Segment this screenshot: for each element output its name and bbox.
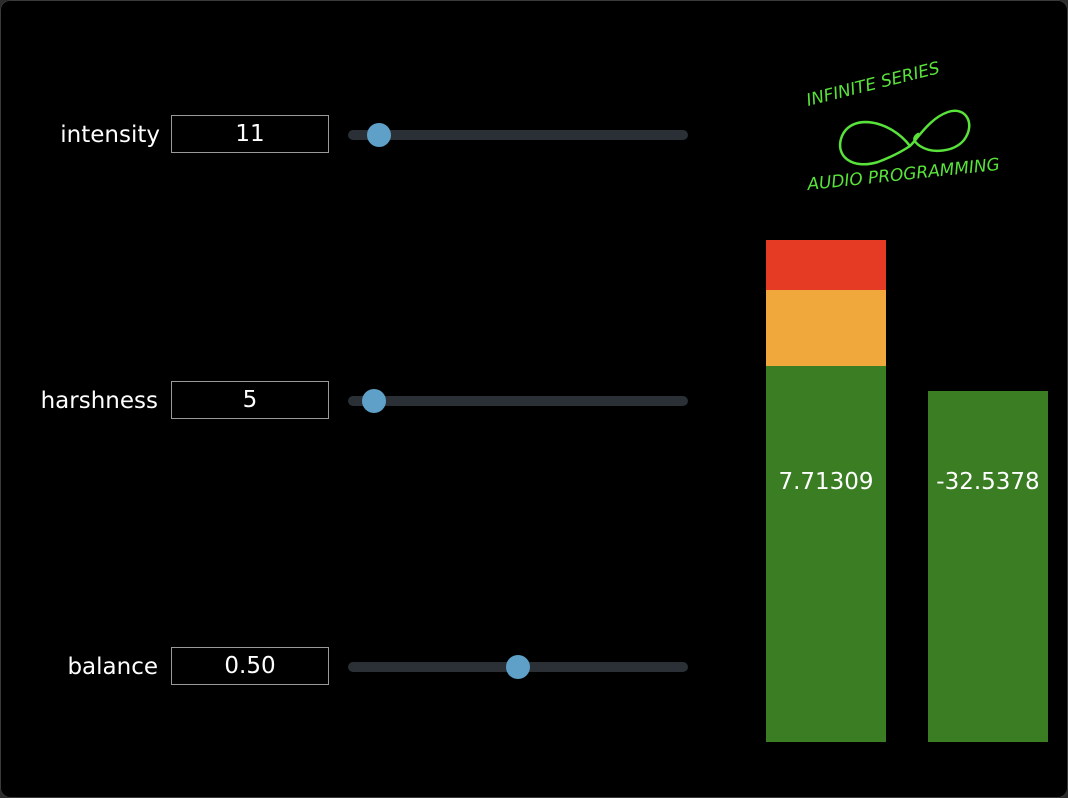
left-level-meter: 7.71309 bbox=[766, 240, 886, 742]
balance-label: balance bbox=[67, 654, 158, 680]
balance-slider[interactable] bbox=[348, 652, 688, 682]
right-level-meter: -32.5378 bbox=[928, 240, 1048, 742]
left-meter-green-segment bbox=[766, 365, 886, 742]
left-meter-orange-segment bbox=[766, 290, 886, 366]
left-meter-value: 7.71309 bbox=[778, 469, 874, 495]
logo-bottom-text: AUDIO PROGRAMMING bbox=[805, 155, 1000, 195]
intensity-slider-track[interactable] bbox=[348, 130, 688, 140]
intensity-slider[interactable] bbox=[348, 120, 688, 150]
right-meter-value: -32.5378 bbox=[936, 469, 1040, 495]
intensity-value-box[interactable]: 11 bbox=[171, 115, 329, 153]
intensity-slider-thumb[interactable] bbox=[366, 123, 391, 147]
harshness-value-box[interactable]: 5 bbox=[171, 381, 329, 419]
harshness-slider[interactable] bbox=[348, 386, 688, 416]
intensity-label: intensity bbox=[60, 122, 160, 148]
balance-slider-thumb[interactable] bbox=[506, 655, 530, 679]
left-meter-red-segment bbox=[766, 240, 886, 291]
harshness-label: harshness bbox=[40, 388, 158, 414]
balance-value-box[interactable]: 0.50 bbox=[171, 647, 329, 685]
right-meter-green-segment bbox=[928, 390, 1048, 742]
harshness-slider-track[interactable] bbox=[348, 396, 688, 406]
harshness-slider-thumb[interactable] bbox=[361, 389, 386, 413]
logo-top-text: INFINITE SERIES bbox=[804, 58, 942, 111]
infinite-series-logo: INFINITE SERIES AUDIO PROGRAMMING bbox=[804, 58, 1000, 195]
